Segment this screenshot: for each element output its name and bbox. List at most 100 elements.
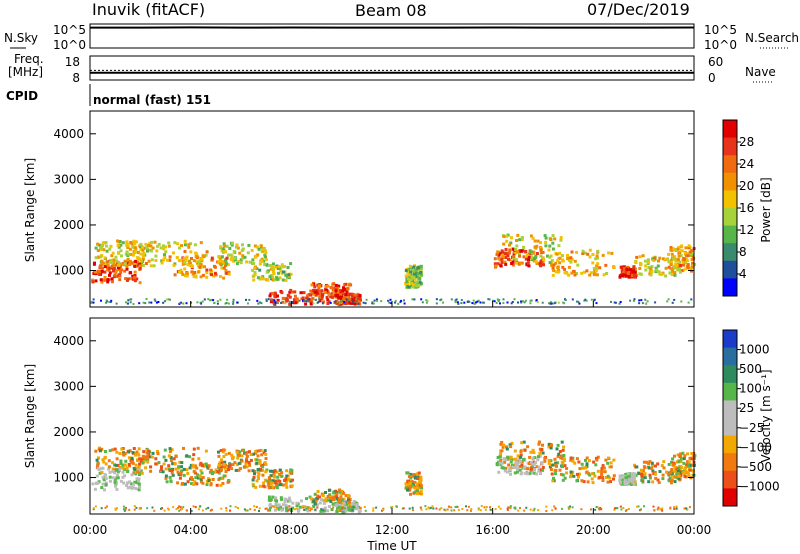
echo-cell [168, 469, 172, 473]
echo-cell [532, 509, 535, 512]
echo-cell [588, 473, 592, 477]
echo-cell [632, 473, 636, 477]
echo-cell [535, 465, 539, 469]
echo-cell [153, 298, 156, 301]
echo-cell [670, 460, 673, 464]
time-axis-ticks: 00:00 04:00 08:00 12:00 16:00 20:00 00:00 [73, 301, 711, 537]
echo-cell [340, 295, 344, 299]
echo-cell [571, 298, 574, 301]
echo-cell [519, 249, 523, 253]
echo-cell [186, 480, 190, 484]
echo-cell [275, 470, 279, 474]
echo-cell [265, 468, 269, 472]
echo-cell [101, 261, 105, 265]
echo-cell [284, 302, 287, 305]
echo-cell [543, 456, 547, 460]
echo-cell [178, 460, 182, 464]
echo-cell [108, 271, 112, 275]
echo-cell [684, 267, 688, 271]
echo-cell [646, 258, 650, 262]
nsearch-label: N.Search [745, 31, 799, 45]
echo-cell [667, 472, 671, 476]
echo-cell [529, 250, 533, 254]
echo-cell [334, 289, 338, 293]
echo-cell [688, 464, 692, 467]
echo-cell [105, 249, 109, 253]
echo-cell [284, 506, 288, 510]
freq-label-line1: Freq. [14, 52, 44, 66]
echo-cell [419, 271, 423, 274]
echo-cell [183, 239, 187, 243]
echo-cell [638, 302, 641, 305]
echo-cell [506, 455, 510, 459]
echo-cell [164, 250, 168, 254]
echo-cell [352, 499, 356, 503]
colorbar-swatch [723, 347, 737, 366]
echo-cell [514, 464, 518, 468]
echo-cell [283, 265, 287, 268]
echo-cell [310, 297, 314, 301]
echo-cell [689, 506, 691, 509]
echo-cell [553, 457, 557, 461]
echo-cell [575, 479, 579, 483]
echo-cell [316, 490, 320, 493]
echo-cell [671, 474, 675, 478]
echo-cell [145, 298, 148, 300]
echo-cell [656, 508, 659, 511]
echo-cell [274, 496, 278, 500]
echo-cell [676, 469, 680, 473]
echo-cell [456, 505, 459, 508]
echo-cell [688, 468, 692, 472]
echo-cell [505, 470, 509, 474]
echo-cell [643, 473, 647, 477]
echo-cell [565, 471, 569, 475]
echo-cell [168, 298, 171, 301]
echo-cell [122, 505, 125, 508]
echo-cell [541, 301, 544, 304]
echo-cell [139, 245, 142, 249]
echo-cell [133, 264, 137, 268]
echo-cell [304, 302, 308, 306]
echo-cell [688, 250, 692, 254]
echo-cell [612, 265, 616, 269]
echo-cell [122, 481, 126, 485]
echo-cell [245, 454, 249, 458]
echo-cell [419, 482, 422, 486]
echo-cell [669, 262, 673, 266]
echo-cell [556, 270, 560, 274]
echo-cell [160, 465, 163, 469]
echo-cell [551, 302, 554, 305]
echo-cell [547, 442, 551, 446]
echo-cell [165, 298, 168, 301]
echo-cell [99, 278, 103, 282]
echo-cell [310, 497, 313, 501]
echo-cell [285, 299, 289, 303]
echo-cell [514, 459, 518, 463]
echo-cell [208, 299, 211, 302]
echo-cell [651, 480, 655, 484]
echo-cell [103, 455, 107, 459]
echo-cell [346, 506, 350, 510]
echo-cell [134, 487, 138, 491]
time-tick-label: 16:00 [475, 523, 510, 537]
colorbar-swatch [723, 330, 737, 349]
echo-cell [633, 479, 637, 483]
echo-cell [213, 264, 216, 268]
echo-cell [136, 458, 140, 462]
echo-cell [632, 267, 636, 271]
echo-cell [147, 449, 151, 453]
echo-cell [644, 298, 647, 301]
echo-cell [644, 264, 648, 268]
echo-cell [193, 271, 197, 274]
echo-cell [515, 470, 519, 474]
echo-cell [415, 472, 419, 476]
echo-cell [306, 294, 310, 298]
echo-cell [132, 447, 136, 450]
echo-cell [502, 466, 505, 470]
echo-cell [190, 509, 193, 512]
echo-cell [625, 482, 629, 486]
echo-cell [535, 244, 539, 248]
echo-cell [413, 491, 417, 494]
echo-cell [232, 259, 235, 263]
echo-cell [561, 265, 565, 269]
